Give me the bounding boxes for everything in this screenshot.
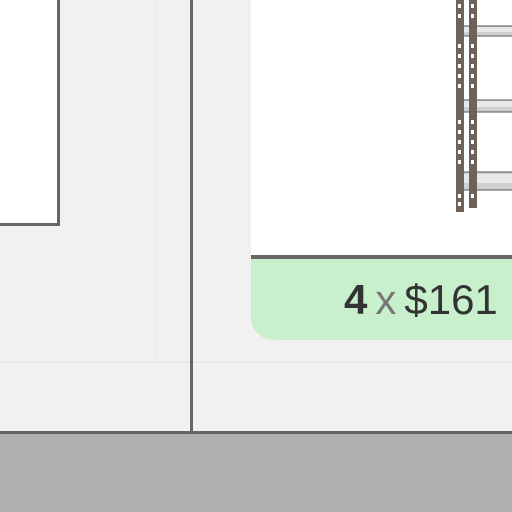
panel-divider-horizontal <box>0 431 512 434</box>
shelving-unit-icon <box>456 0 512 212</box>
image-separator <box>251 255 512 259</box>
bottom-bar <box>0 434 512 512</box>
grid-line-vertical <box>156 0 157 362</box>
multiply-sign: x <box>375 276 397 323</box>
left-panel-card[interactable] <box>0 0 60 226</box>
quantity-price-bar: 4 x $161 <box>251 259 512 340</box>
unit-price: $161 <box>404 276 498 323</box>
grid-line-horizontal <box>0 362 512 363</box>
product-card[interactable]: 4 x $161 <box>251 0 512 340</box>
item-quantity: 4 <box>344 276 368 323</box>
panel-divider-vertical <box>190 0 193 432</box>
product-image <box>251 0 512 255</box>
quantity-price-label: 4 x $161 <box>344 278 498 322</box>
